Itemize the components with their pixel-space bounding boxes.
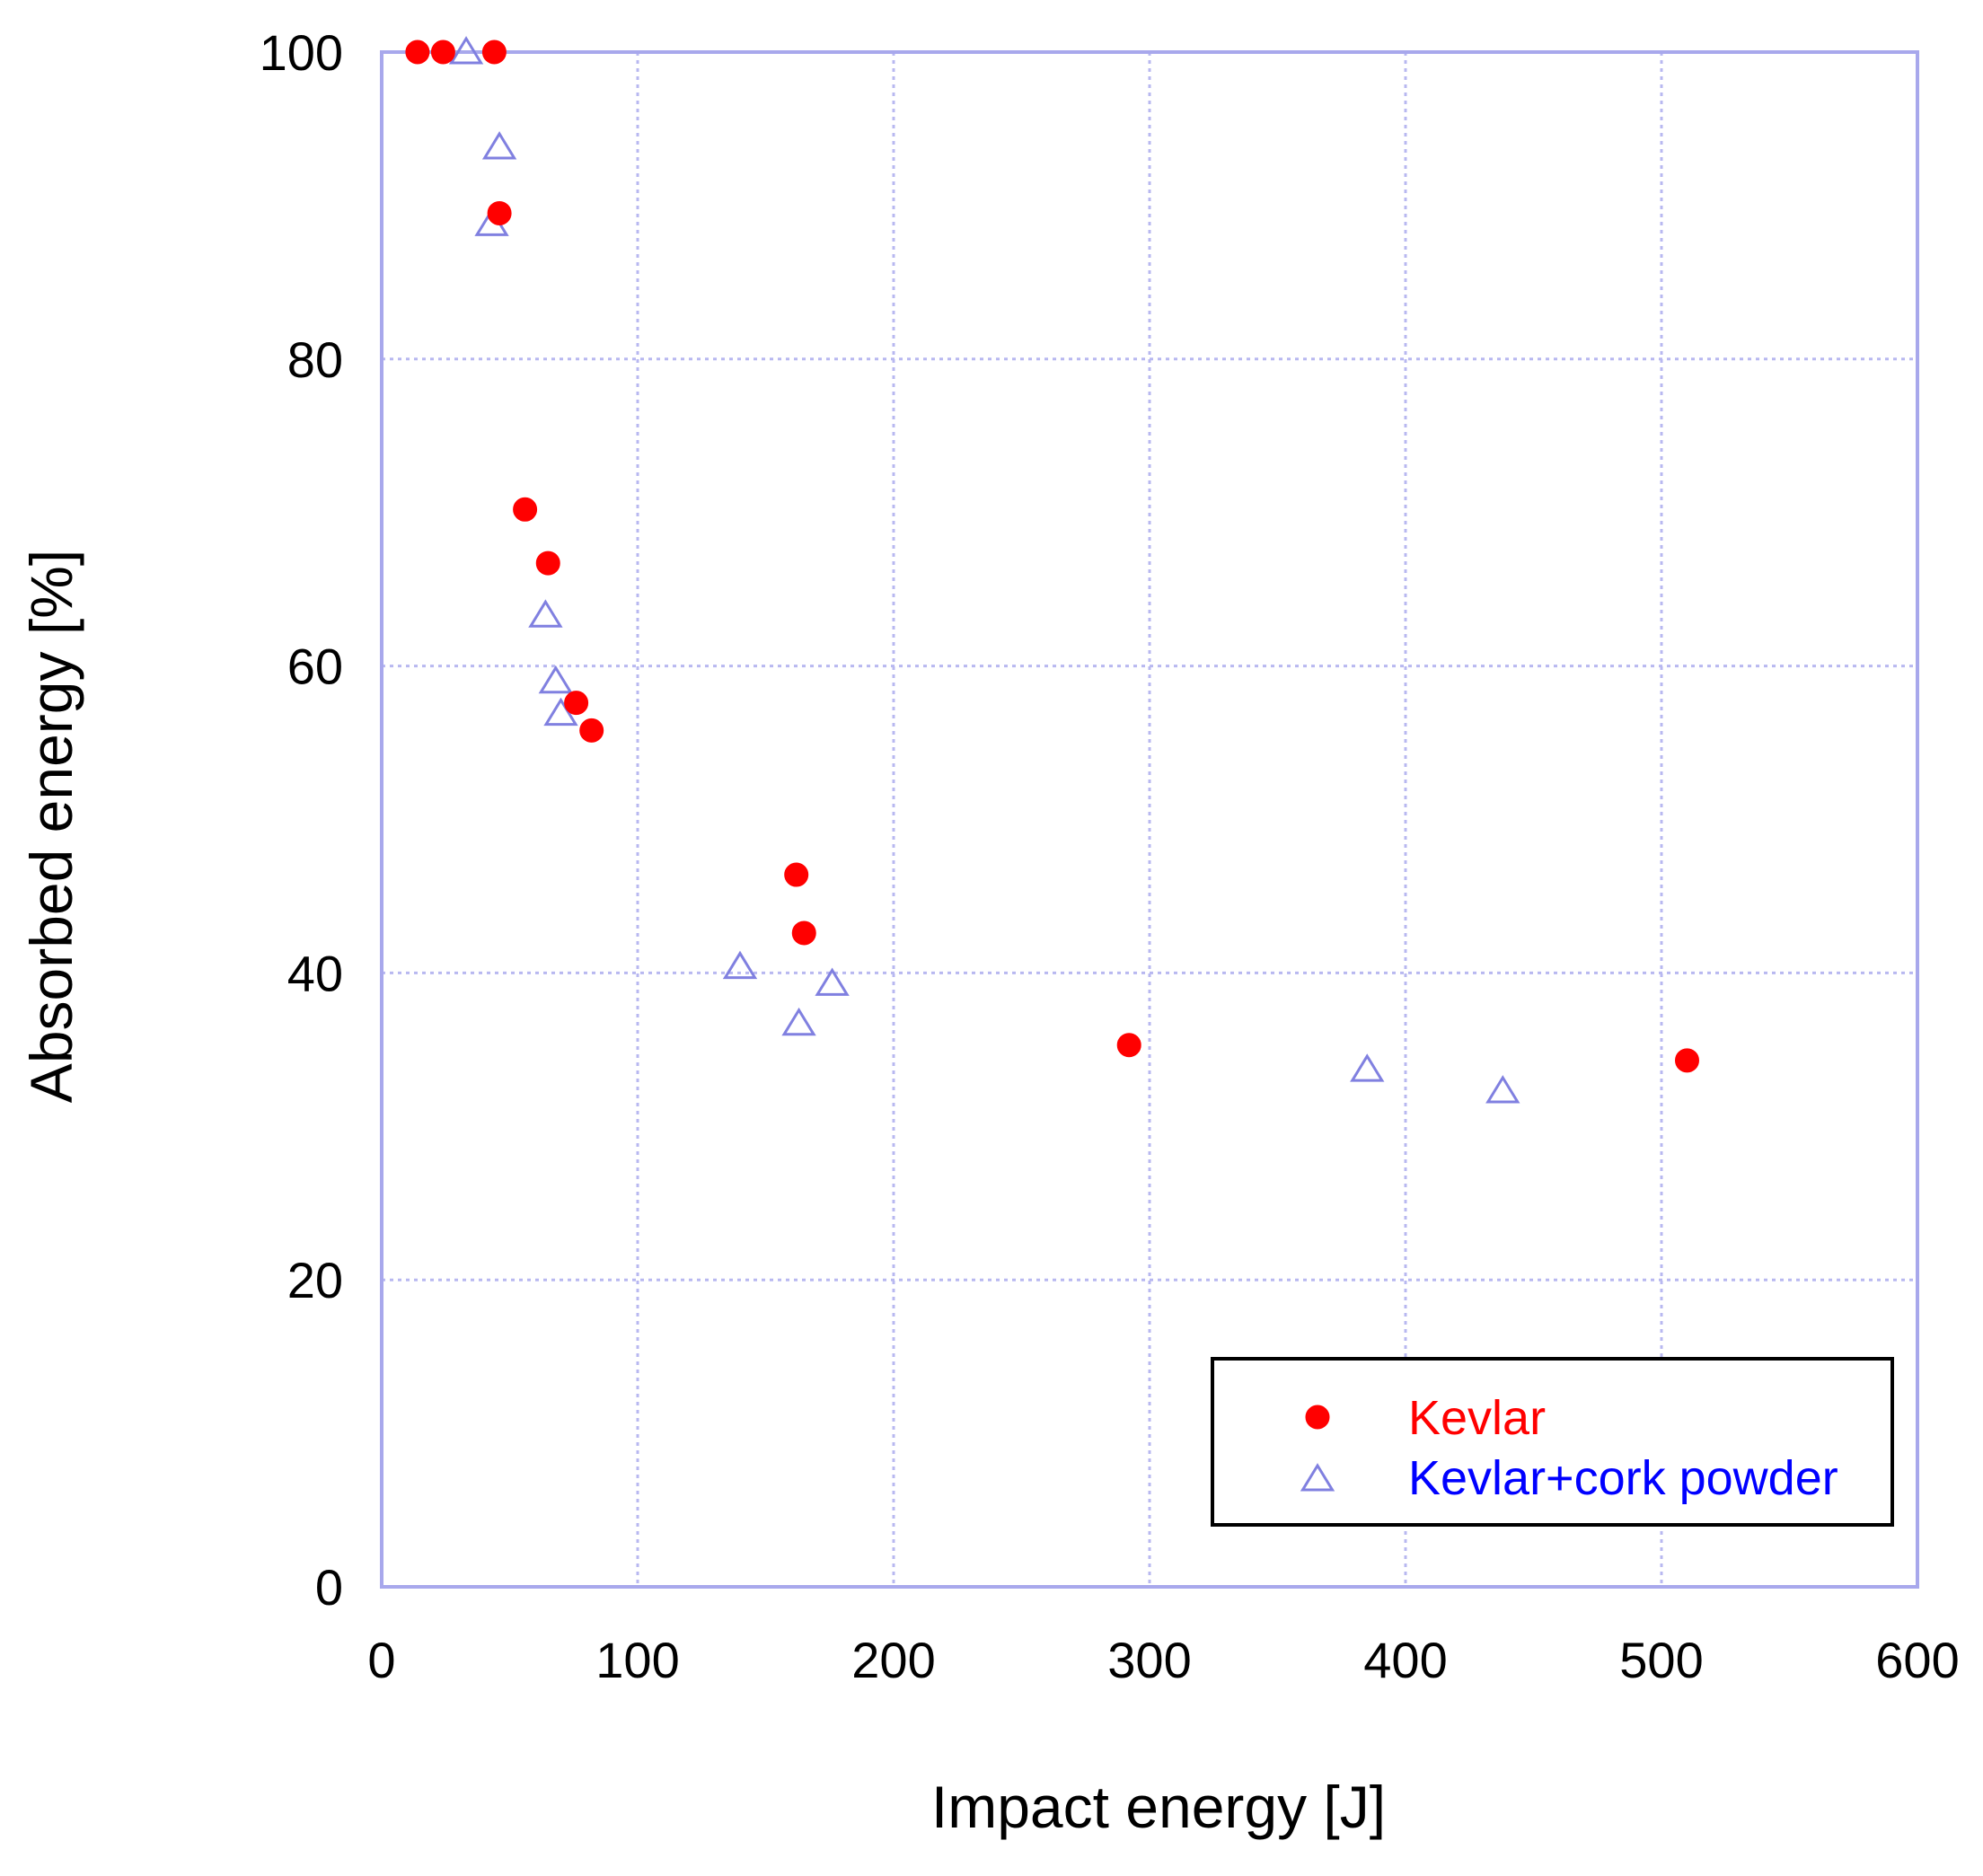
legend-label-kevlar: Kevlar xyxy=(1408,1391,1546,1445)
y-axis-title: Absorbed energy [%] xyxy=(18,550,84,1103)
point-kevlar-8 xyxy=(784,862,809,887)
point-kevlar-cork-powder-10 xyxy=(1485,1075,1520,1104)
point-kevlar-0 xyxy=(405,40,430,65)
point-kevlar-cork-powder-3 xyxy=(528,599,563,628)
point-kevlar-7 xyxy=(579,718,604,743)
point-kevlar-cork-powder-9 xyxy=(1350,1053,1385,1082)
y-tick-label-0: 0 xyxy=(315,1559,343,1616)
data-marker-layer xyxy=(405,36,1699,1104)
y-tick-label-80: 80 xyxy=(287,331,343,388)
point-kevlar-9 xyxy=(791,920,816,946)
legend-marker-kevlar xyxy=(1305,1405,1330,1430)
point-kevlar-6 xyxy=(564,691,589,716)
x-tick-label-300: 300 xyxy=(1107,1632,1191,1688)
point-kevlar-2 xyxy=(481,40,507,65)
x-tick-label-0: 0 xyxy=(367,1632,395,1688)
x-tick-label-500: 500 xyxy=(1619,1632,1703,1688)
point-kevlar-1 xyxy=(430,40,455,65)
legend-label-kevlar-cork-powder: Kevlar+cork powder xyxy=(1408,1451,1838,1505)
x-tick-label-600: 600 xyxy=(1875,1632,1959,1688)
axis-layer xyxy=(380,50,1919,1589)
x-tick-label-200: 200 xyxy=(851,1632,935,1688)
x-tick-label-100: 100 xyxy=(595,1632,679,1688)
point-kevlar-10 xyxy=(1116,1033,1141,1058)
point-kevlar-11 xyxy=(1675,1048,1699,1073)
point-kevlar-cork-powder-0 xyxy=(448,36,484,65)
point-kevlar-cork-powder-1 xyxy=(481,131,517,160)
plot-frame xyxy=(380,50,1919,1589)
y-tick-label-40: 40 xyxy=(287,945,343,1001)
point-kevlar-cork-powder-7 xyxy=(781,1007,816,1036)
y-tick-label-20: 20 xyxy=(287,1252,343,1308)
point-kevlar-cork-powder-5 xyxy=(543,697,578,727)
x-axis-title: Impact energy [J] xyxy=(931,1774,1386,1840)
point-kevlar-4 xyxy=(513,497,538,522)
y-tick-label-100: 100 xyxy=(260,24,343,81)
legend: Kevlar Kevlar+cork powder xyxy=(1211,1357,1894,1527)
legend-box xyxy=(1211,1357,1894,1527)
tick-label-layer: 0 100 200 300 400 500 600 0 20 40 60 80 100 xyxy=(260,24,1960,1688)
y-tick-label-60: 60 xyxy=(287,639,343,695)
point-kevlar-3 xyxy=(487,200,512,225)
point-kevlar-cork-powder-6 xyxy=(722,950,758,980)
point-kevlar-cork-powder-4 xyxy=(538,665,573,694)
point-kevlar-cork-powder-8 xyxy=(815,967,850,996)
x-tick-label-400: 400 xyxy=(1363,1632,1447,1688)
grid-layer xyxy=(382,52,1917,1587)
legend-marker-kevlar-cork-powder xyxy=(1300,1463,1335,1492)
point-kevlar-5 xyxy=(535,550,560,576)
